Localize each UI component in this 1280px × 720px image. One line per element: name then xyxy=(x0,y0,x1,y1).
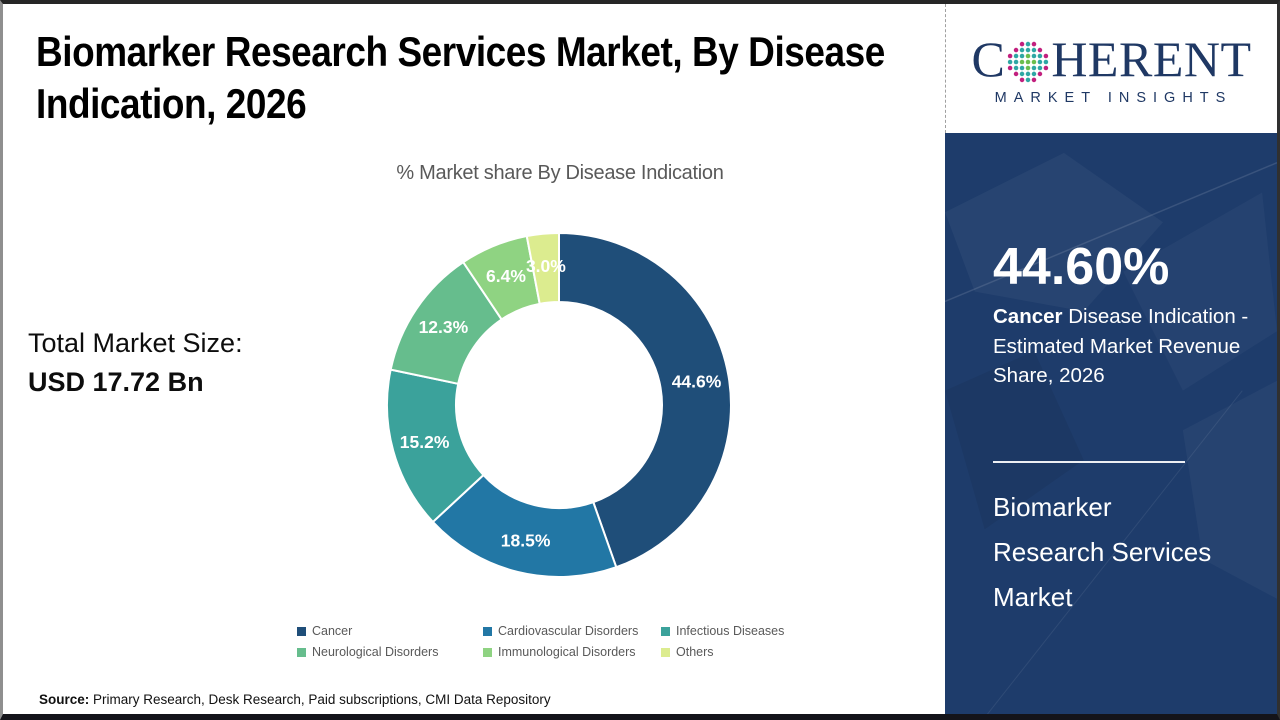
globe-dot xyxy=(1020,59,1025,64)
legend-item-cancer: Cancer xyxy=(297,624,483,638)
donut-label-1: 18.5% xyxy=(501,530,551,550)
brand-tagline: MARKET INSIGHTS xyxy=(994,89,1233,106)
globe-dot xyxy=(1020,47,1025,52)
highlight-rest: Disease Indication - Estimated Market Re… xyxy=(993,305,1249,387)
globe-dot xyxy=(1032,53,1037,58)
page-title: Biomarker Research Services Market, By D… xyxy=(36,28,885,127)
total-market-size-value: USD 17.72 Bn xyxy=(28,367,204,397)
sidebar-market-name: Biomarker Research Services Market xyxy=(993,491,1212,612)
total-market-size: Total Market Size: USD 17.72 Bn xyxy=(28,328,243,398)
globe-dot xyxy=(1014,65,1019,70)
source-text: Primary Research, Desk Research, Paid su… xyxy=(89,692,551,707)
globe-dot xyxy=(1020,65,1025,70)
globe-dot xyxy=(1008,53,1013,58)
legend-item-infectious-diseases: Infectious Diseases xyxy=(661,624,784,638)
globe-dot xyxy=(1032,47,1037,52)
globe-dot xyxy=(1032,41,1037,46)
globe-dot xyxy=(1020,53,1025,58)
legend-swatch-icon xyxy=(483,647,492,657)
legend-swatch-icon xyxy=(661,626,670,636)
globe-dot xyxy=(1020,77,1025,82)
globe-dot xyxy=(1037,47,1043,52)
legend-swatch-icon xyxy=(661,647,670,657)
globe-dot xyxy=(1014,71,1019,76)
globe-dot xyxy=(1026,41,1031,46)
coherent-globe-icon xyxy=(1008,41,1049,82)
globe-dot xyxy=(1037,59,1043,64)
donut-chart: 44.6% 18.5% 15.2% 12.3% 6.4% 3.0% xyxy=(386,231,732,578)
legend-swatch-icon xyxy=(297,626,306,636)
legend-label: Immunological Disorders xyxy=(498,645,636,659)
legend-label: Cancer xyxy=(312,624,353,638)
brand-logo: C HERENT MARKET INSIGHTS xyxy=(945,4,1277,133)
chart-legend: Cancer Cardiovascular Disorders Infectious… xyxy=(297,624,784,659)
globe-dot xyxy=(1043,59,1049,64)
legend-label: Cardiovascular Disorders xyxy=(498,624,639,638)
legend-label: Neurological Disorders xyxy=(312,645,439,659)
globe-dot xyxy=(1037,53,1043,58)
globe-dot xyxy=(1032,71,1037,76)
donut-segment-cancer xyxy=(558,231,732,569)
brand-wordmark: C HERENT xyxy=(971,32,1251,86)
globe-dot xyxy=(1008,59,1013,64)
donut-label-2: 15.2% xyxy=(400,432,450,452)
legend-swatch-icon xyxy=(483,626,492,636)
brand-word-prefix: C xyxy=(971,30,1006,87)
highlight-description: Cancer Disease Indication - Estimated Ma… xyxy=(993,302,1255,391)
legend-item-immunological-disorders: Immunological Disorders xyxy=(483,645,661,659)
globe-dot xyxy=(1020,41,1025,46)
sidebar-panel: 44.60% Cancer Disease Indication - Estim… xyxy=(945,133,1277,714)
total-market-size-label: Total Market Size: xyxy=(28,328,243,358)
donut-segment-others xyxy=(525,231,560,305)
brand-word-suffix: HERENT xyxy=(1051,30,1252,87)
globe-dot xyxy=(1026,77,1031,82)
sidebar: C HERENT MARKET INSIGHTS 44.60% Cancer D… xyxy=(945,4,1277,714)
legend-item-others: Others xyxy=(661,645,784,659)
source-line: Source: Primary Research, Desk Research,… xyxy=(39,692,551,707)
legend-item-neurological-disorders: Neurological Disorders xyxy=(297,645,483,659)
globe-dot xyxy=(1014,59,1019,64)
globe-dot xyxy=(1032,77,1037,82)
donut-label-3: 12.3% xyxy=(419,317,469,337)
sidebar-content: 44.60% Cancer Disease Indication - Estim… xyxy=(993,241,1249,620)
globe-dot xyxy=(1014,47,1019,52)
globe-dot xyxy=(1020,71,1025,76)
sidebar-divider xyxy=(993,460,1185,463)
legend-label: Infectious Diseases xyxy=(676,624,785,638)
legend-label: Others xyxy=(676,645,714,659)
globe-dot xyxy=(1043,53,1049,58)
highlight-value: 44.60% xyxy=(993,238,1170,296)
legend-swatch-icon xyxy=(297,647,306,657)
legend-item-cardiovascular-disorders: Cardiovascular Disorders xyxy=(483,624,661,638)
globe-dot xyxy=(1014,53,1019,58)
globe-dot xyxy=(1026,71,1031,76)
globe-dot xyxy=(1037,71,1043,76)
globe-dot xyxy=(1026,65,1031,70)
globe-dot xyxy=(1032,65,1037,70)
donut-label-0: 44.6% xyxy=(672,371,722,391)
globe-dot xyxy=(1043,65,1049,70)
source-label: Source: xyxy=(39,692,90,707)
globe-dot xyxy=(1032,59,1037,64)
highlight-term: Cancer xyxy=(993,305,1063,328)
donut-label-5: 3.0% xyxy=(526,256,566,276)
donut-chart-container: 44.6% 18.5% 15.2% 12.3% 6.4% 3.0% xyxy=(383,229,735,581)
globe-dot xyxy=(1026,53,1031,58)
chart-subtitle: % Market share By Disease Indication xyxy=(396,162,724,184)
globe-dot xyxy=(1008,65,1013,70)
donut-label-4: 6.4% xyxy=(486,266,526,286)
globe-dot xyxy=(1026,59,1031,64)
globe-dot xyxy=(1026,47,1031,52)
globe-dot xyxy=(1037,65,1043,70)
